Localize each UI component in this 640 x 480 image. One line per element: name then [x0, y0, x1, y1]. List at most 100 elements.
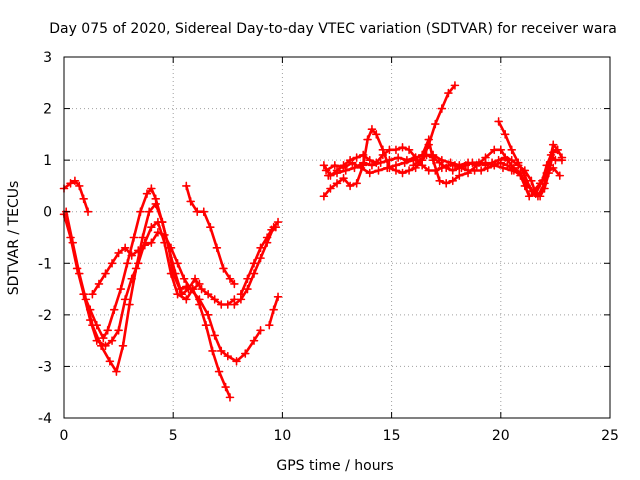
data-point-marker — [66, 179, 75, 188]
data-point-marker — [70, 176, 80, 186]
data-point-marker — [219, 264, 228, 273]
data-point-marker — [330, 161, 340, 170]
data-point-marker — [437, 104, 447, 113]
data-point-marker — [358, 158, 368, 168]
data-point-marker — [256, 326, 265, 335]
series-track-4 — [88, 228, 265, 366]
data-point-marker — [435, 176, 444, 186]
data-point-marker — [133, 246, 143, 255]
x-tick-label: 15 — [383, 428, 401, 444]
data-point-marker — [393, 153, 403, 162]
data-point-marker — [256, 243, 265, 253]
data-point-marker — [352, 179, 361, 188]
data-point-marker — [398, 168, 407, 178]
series-track-3 — [61, 199, 239, 376]
data-point-marker — [118, 341, 128, 351]
data-point-marker — [201, 320, 211, 330]
data-point-marker — [249, 258, 259, 268]
data-point-marker — [378, 145, 388, 155]
data-point-marker — [240, 349, 250, 358]
data-point-marker — [498, 163, 508, 173]
data-point-marker — [402, 155, 412, 165]
data-point-marker — [96, 341, 106, 351]
data-point-marker — [140, 240, 150, 250]
data-point-marker — [404, 145, 414, 155]
data-point-marker — [74, 269, 84, 278]
series-track-6 — [182, 181, 239, 289]
data-point-marker — [382, 163, 392, 173]
data-point-marker — [208, 346, 217, 356]
data-point-marker — [206, 222, 215, 232]
data-point-marker — [125, 300, 134, 309]
data-point-marker — [129, 233, 139, 242]
series-line — [322, 84, 457, 198]
data-point-marker — [103, 326, 112, 335]
data-point-marker — [367, 124, 377, 134]
data-point-marker — [264, 320, 274, 330]
data-point-marker — [557, 153, 567, 162]
data-point-marker — [105, 356, 115, 366]
data-point-marker — [450, 81, 460, 90]
data-point-marker — [422, 150, 431, 160]
data-point-marker — [182, 295, 191, 304]
data-point-marker — [548, 140, 558, 149]
data-point-marker — [168, 269, 178, 278]
data-point-marker — [243, 274, 252, 284]
y-tick-label: -4 — [38, 411, 52, 427]
data-point-marker — [441, 163, 451, 173]
data-point-marker — [92, 320, 102, 330]
data-point-marker — [520, 171, 530, 180]
data-point-marker — [190, 274, 200, 284]
data-point-marker — [142, 189, 152, 198]
x-tick-label: 0 — [60, 428, 69, 444]
data-point-marker — [494, 117, 503, 126]
data-point-marker — [376, 158, 385, 168]
data-point-marker — [203, 310, 213, 320]
data-point-marker — [513, 158, 523, 168]
data-point-marker — [175, 284, 185, 294]
data-point-marker — [341, 166, 351, 175]
data-point-marker — [68, 238, 78, 247]
data-point-marker — [385, 155, 394, 165]
data-point-marker — [182, 181, 191, 191]
data-point-marker — [109, 305, 119, 314]
data-point-marker — [210, 331, 219, 340]
series-line — [64, 202, 236, 373]
data-point-marker — [430, 119, 440, 129]
data-point-marker — [236, 289, 246, 299]
data-point-marker — [527, 176, 536, 186]
series-track-1 — [59, 176, 93, 217]
data-point-marker — [273, 217, 283, 227]
data-point-marker — [332, 179, 342, 188]
plot-frame — [63, 56, 611, 419]
series-track-11 — [319, 81, 460, 201]
data-point-marker — [123, 258, 132, 268]
data-point-marker — [85, 305, 95, 314]
data-point-marker — [136, 207, 145, 217]
series-track-9 — [264, 292, 283, 330]
y-tick-label: -2 — [38, 308, 52, 324]
data-point-marker — [195, 300, 204, 309]
data-point-marker — [323, 171, 333, 180]
data-point-marker — [186, 197, 195, 206]
data-point-marker — [428, 153, 438, 162]
data-point-marker — [212, 243, 222, 253]
series-track-8 — [236, 222, 281, 299]
data-point-marker — [474, 158, 484, 168]
series-track-15 — [494, 117, 562, 201]
data-point-marker — [164, 243, 174, 253]
data-point-marker — [319, 161, 329, 170]
data-point-marker — [179, 274, 189, 284]
data-point-marker — [391, 145, 401, 155]
data-point-marker — [151, 194, 161, 204]
data-point-marker — [114, 248, 123, 258]
data-point-marker — [131, 264, 141, 273]
data-point-marker — [461, 161, 471, 170]
data-point-marker — [481, 161, 490, 170]
data-point-marker — [455, 171, 464, 180]
data-point-marker — [345, 181, 355, 191]
data-point-marker — [223, 351, 233, 361]
data-point-marker — [107, 258, 117, 268]
data-point-marker — [243, 284, 252, 294]
